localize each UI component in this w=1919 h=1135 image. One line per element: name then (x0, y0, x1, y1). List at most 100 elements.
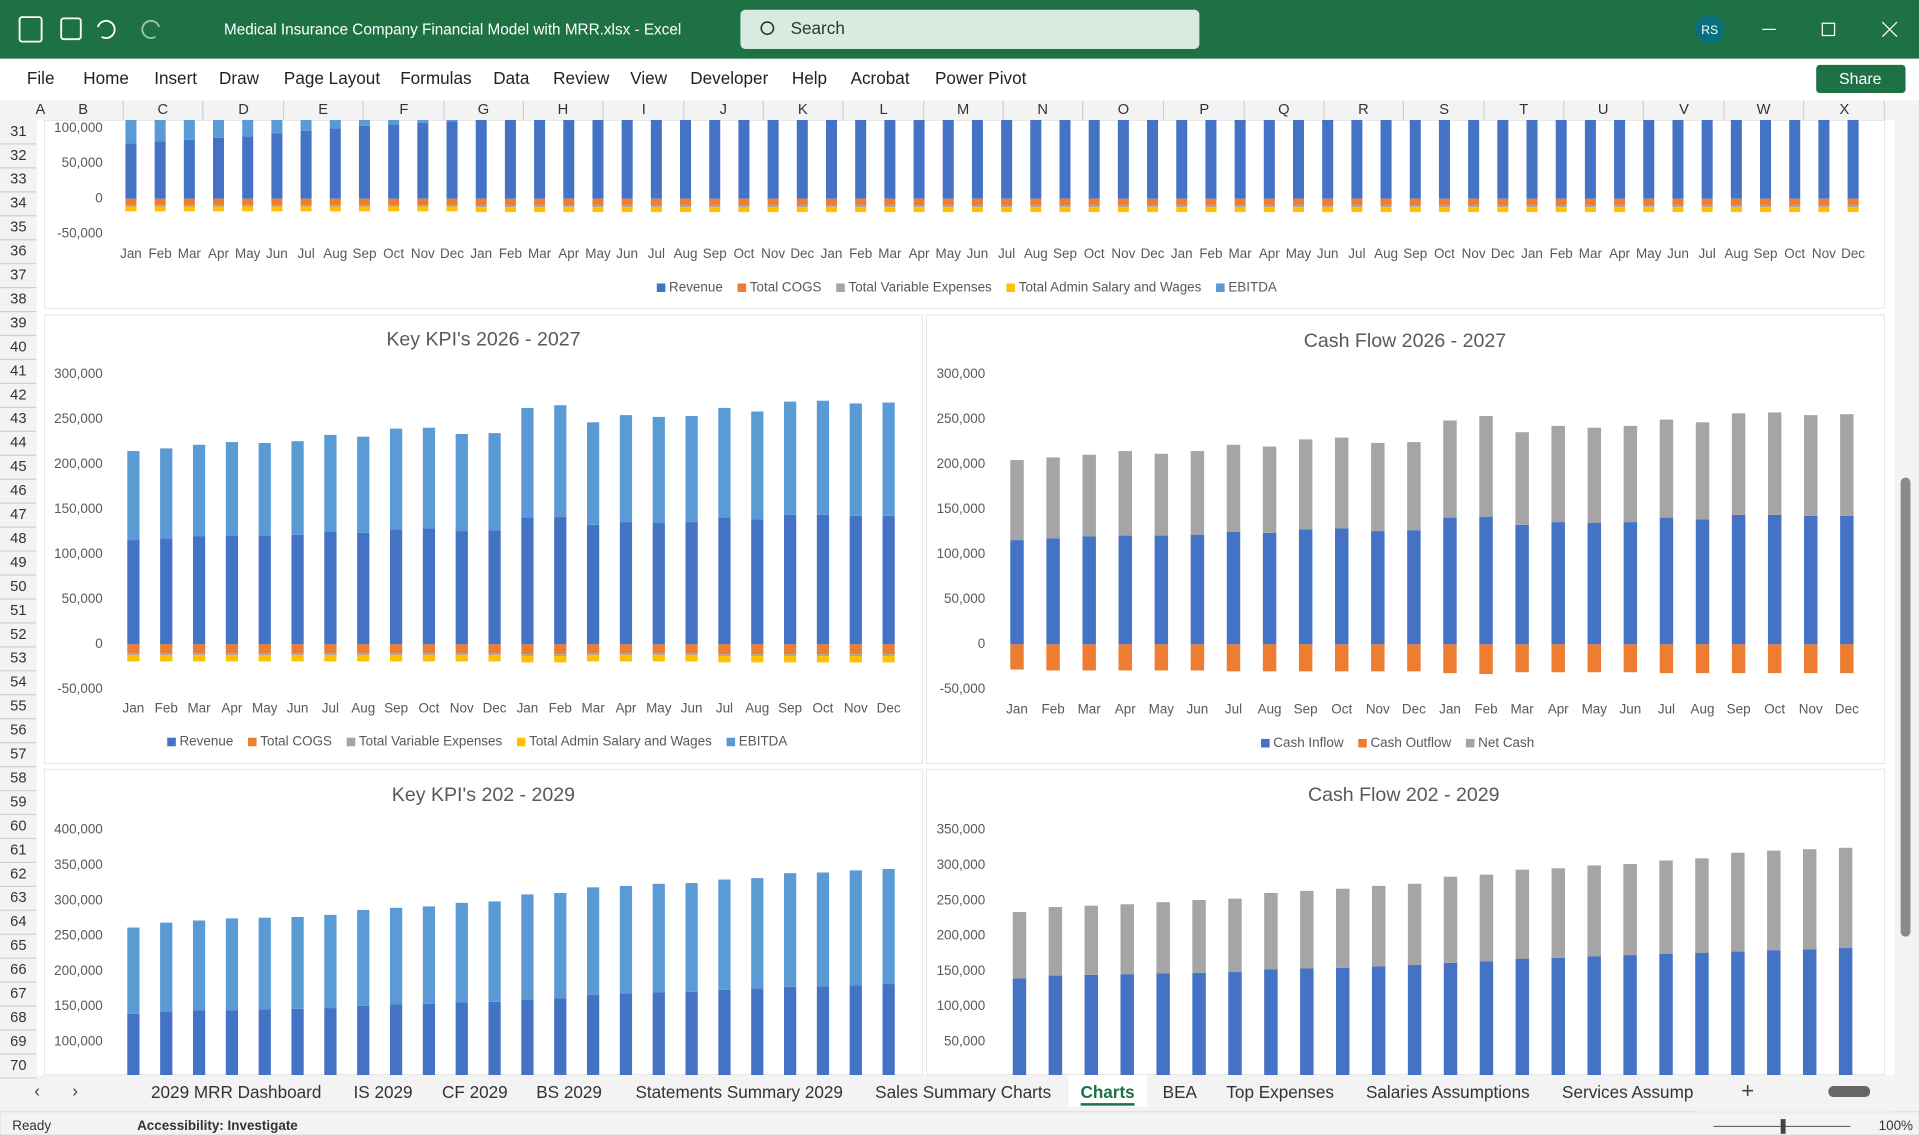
row-header[interactable]: 54 (10, 675, 26, 691)
column-header[interactable]: P (1199, 102, 1209, 118)
column-header[interactable]: H (558, 102, 569, 118)
search-box[interactable] (740, 9, 1200, 49)
column-header[interactable]: T (1519, 102, 1528, 118)
column-header[interactable]: J (720, 102, 727, 118)
tab-next[interactable]: › (72, 1081, 78, 1101)
column-header[interactable]: Q (1278, 102, 1289, 118)
close[interactable] (1881, 21, 1898, 38)
row-header[interactable]: 57 (10, 747, 26, 763)
row-header[interactable]: 70 (10, 1058, 26, 1074)
chart[interactable]: 100,000 50,000 0 -50,000 Jan Feb Mar Apr May Jun J… (44, 0, 1885, 309)
column-header[interactable]: I (642, 102, 646, 118)
menu-item[interactable]: Insert (154, 68, 197, 88)
row-header[interactable]: 45 (10, 459, 26, 475)
menu-item[interactable]: Page Layout (284, 68, 380, 88)
column-header[interactable]: V (1679, 102, 1689, 118)
scroll-thumb[interactable] (1900, 477, 1911, 937)
sheet-tab[interactable]: IS 2029 (354, 1082, 413, 1102)
row-header[interactable]: 42 (10, 387, 26, 403)
sheet-tab[interactable]: BEA (1163, 1082, 1198, 1102)
row-header[interactable]: 31 (10, 124, 26, 140)
row-header[interactable]: 67 (10, 986, 26, 1002)
row-header[interactable]: 58 (10, 770, 26, 786)
row-header[interactable]: 37 (10, 268, 26, 284)
row-header[interactable]: 38 (10, 291, 26, 307)
column-header[interactable]: B (78, 102, 88, 118)
row-header[interactable]: 43 (10, 411, 26, 427)
column-header[interactable]: O (1118, 102, 1129, 118)
row-header[interactable]: 68 (10, 1010, 26, 1026)
undo-icon[interactable] (97, 20, 116, 39)
sheet-tab[interactable]: Statements Summary 2029 (635, 1082, 842, 1102)
chart[interactable]: Cash Flow 202 - 2029 350,000 300,000 250,00… (926, 768, 1885, 1077)
menu-item[interactable]: Data (493, 68, 530, 88)
status-accessibility[interactable]: Accessibility: Investigate (137, 1118, 298, 1133)
column-header[interactable]: A (35, 102, 45, 118)
column-header[interactable]: U (1598, 102, 1609, 118)
redo-icon[interactable] (141, 20, 160, 39)
menu-item[interactable]: View (630, 68, 667, 88)
menu-item[interactable]: Power Pivot (935, 68, 1027, 88)
row-header[interactable]: 63 (10, 890, 26, 906)
row-header[interactable]: 47 (10, 507, 26, 523)
sheet-tab[interactable]: CF 2029 (442, 1082, 508, 1102)
sheet-tab[interactable]: Top Expenses (1226, 1082, 1334, 1102)
chart[interactable]: Key KPI's 202 - 2029 400,000 350,000 300,00… (44, 768, 923, 1113)
column-header[interactable]: C (157, 102, 168, 118)
menu-item[interactable]: Help (792, 68, 827, 88)
column-header[interactable]: M (957, 102, 969, 118)
sheet-tab[interactable]: Charts (1080, 1082, 1134, 1102)
row-header[interactable]: 52 (10, 627, 26, 643)
column-header[interactable]: E (318, 102, 328, 118)
row-header[interactable]: 49 (10, 555, 26, 571)
save-icon[interactable] (60, 17, 82, 41)
sheet-tab[interactable]: Sales Summary Charts (875, 1082, 1051, 1102)
row-header[interactable]: 56 (10, 723, 26, 739)
column-header[interactable]: N (1037, 102, 1048, 118)
row-header[interactable]: 40 (10, 339, 26, 355)
column-header[interactable]: D (238, 102, 249, 118)
menu-item[interactable]: Developer (690, 68, 768, 88)
column-header[interactable]: K (798, 102, 808, 118)
column-header[interactable]: R (1358, 102, 1369, 118)
sheet-tab[interactable]: Services Assump (1562, 1082, 1693, 1102)
row-header[interactable]: 50 (10, 579, 26, 595)
row-header[interactable]: 53 (10, 651, 26, 667)
menu-item[interactable]: Home (83, 68, 129, 88)
menu-item[interactable]: Acrobat (851, 68, 910, 88)
row-header[interactable]: 55 (10, 699, 26, 715)
menu-item[interactable]: File (27, 68, 55, 88)
chart[interactable]: Cash Flow 2026 - 2027 300,000 250,000 200,0… (926, 314, 1885, 765)
row-header[interactable]: 51 (10, 603, 26, 619)
row-header[interactable]: 44 (10, 435, 26, 451)
add-sheet[interactable]: + (1741, 1078, 1754, 1103)
share-button[interactable] (1816, 64, 1906, 94)
row-header[interactable]: 69 (10, 1034, 26, 1050)
chart[interactable]: Key KPI's 2026 - 2027 300,000 250,000 200,0… (44, 314, 923, 765)
column-header[interactable]: G (478, 102, 489, 118)
row-header[interactable]: 61 (10, 842, 26, 858)
row-header[interactable]: 62 (10, 866, 26, 882)
restore[interactable] (1821, 22, 1836, 37)
column-header[interactable]: S (1439, 102, 1449, 118)
sheet-tab[interactable]: 2029 MRR Dashboard (151, 1082, 321, 1102)
menu-item[interactable]: Review (553, 68, 610, 88)
column-header[interactable]: L (880, 102, 888, 118)
row-header[interactable]: 60 (10, 818, 26, 834)
row-header[interactable]: 66 (10, 962, 26, 978)
row-header[interactable]: 34 (10, 196, 26, 212)
row-header[interactable]: 65 (10, 938, 26, 954)
row-header[interactable]: 39 (10, 315, 26, 331)
column-header[interactable]: F (399, 102, 408, 118)
row-header[interactable]: 33 (10, 172, 26, 188)
tab-prev[interactable]: ‹ (34, 1081, 40, 1101)
row-header[interactable]: 32 (10, 148, 26, 164)
row-header[interactable]: 36 (10, 244, 26, 260)
row-header[interactable]: 64 (10, 914, 26, 930)
h-scroll-thumb[interactable] (1828, 1086, 1871, 1098)
row-header[interactable]: 46 (10, 483, 26, 499)
row-header[interactable]: 59 (10, 794, 26, 810)
column-header[interactable]: X (1839, 102, 1849, 118)
avatar[interactable] (1695, 14, 1725, 45)
menu-item[interactable]: Draw (219, 68, 260, 88)
